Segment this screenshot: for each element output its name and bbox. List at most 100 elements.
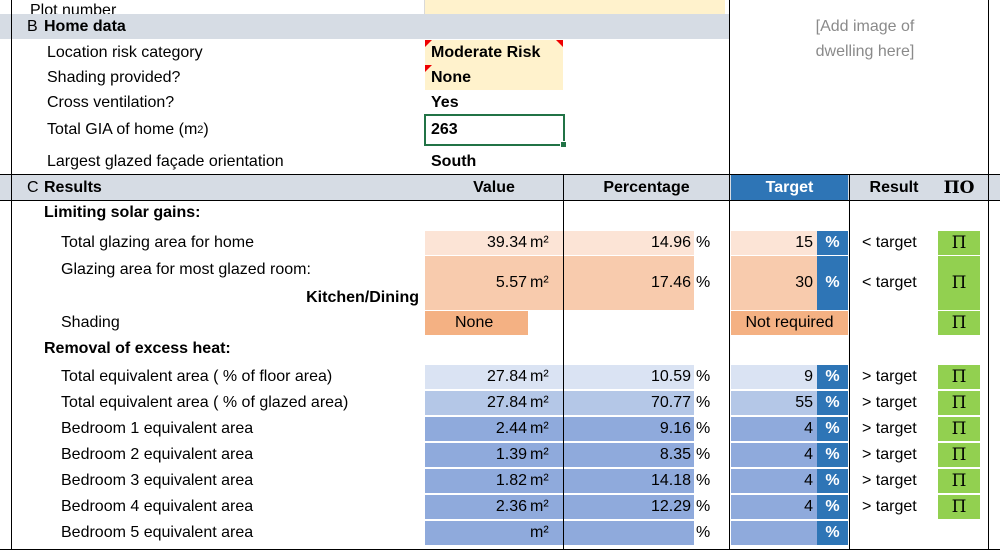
heat-row-target-cell[interactable]: 4 [731, 469, 817, 493]
col-header-result: Result [869, 178, 919, 196]
heat-row-label: Bedroom 3 equivalent area [61, 472, 254, 489]
results-title: Results [44, 178, 102, 196]
heat-row: Bedroom 2 equivalent area 1.39 m² 8.35% 4% > … [0, 443, 1000, 467]
location-risk-label: Location risk category [47, 43, 203, 61]
heat-row-symbol: Π [938, 495, 980, 519]
shading-provided-dropdown[interactable]: None [425, 65, 563, 90]
heat-row-pct-cell[interactable]: 70.77 [564, 391, 694, 415]
heat-row-result: > target [862, 472, 917, 489]
heat-row-pct-cell[interactable]: 9.16 [564, 417, 694, 441]
excess-heat-title: Removal of excess heat: [44, 340, 231, 357]
heat-row-target-unit: % [817, 365, 848, 389]
total-glazing-pct-cell[interactable]: 14.96 [564, 231, 694, 255]
heat-row-target: 4 [804, 446, 813, 463]
fill-handle[interactable] [560, 141, 567, 148]
dwelling-image-placeholder[interactable]: [Add image of dwelling here] [730, 14, 1000, 174]
gia-input-selected[interactable]: 263 [424, 114, 567, 148]
room-glazing-pct-cell[interactable]: 17.46 [564, 256, 694, 310]
heat-row-target-cell[interactable]: 55 [731, 391, 817, 415]
total-glazing-value-cell[interactable]: 39.34 [425, 231, 530, 255]
total-glazing-unit: m² [530, 231, 563, 255]
location-risk-dropdown[interactable]: Moderate Risk [425, 40, 563, 65]
heat-row-pct: 8.35 [659, 446, 691, 463]
heat-row-symbol: Π [938, 417, 980, 441]
shading-result-target[interactable]: Not required [731, 311, 848, 335]
room-glazing-target-cell[interactable]: 30 [731, 256, 817, 310]
total-glazing-target: 15 [795, 234, 813, 251]
gia-label-sup: 2 [197, 124, 204, 136]
total-glazing-result: < target [862, 234, 917, 251]
divider-plot-input-left [424, 0, 425, 14]
cross-ventilation-label: Cross ventilation? [47, 93, 175, 111]
heat-row-unit: m² [530, 417, 563, 441]
heat-row-result: > target [862, 394, 917, 411]
heat-row-value-cell[interactable]: 2.36 [425, 495, 530, 519]
heat-row-value-cell[interactable]: 27.84 [425, 365, 530, 389]
heat-row-label: Bedroom 2 equivalent area [61, 446, 254, 463]
shading-result-symbol: Π [938, 311, 980, 335]
col-header-percentage: Percentage [603, 178, 690, 196]
home-row-gia: Total GIA of home (m 2) 263 [0, 114, 1000, 148]
heat-row-unit: m² [530, 391, 563, 415]
divider-left [11, 0, 12, 550]
heat-row-target-cell[interactable]: 4 [731, 495, 817, 519]
heat-row-target: 4 [804, 472, 813, 489]
shading-result-value-cell[interactable]: None [425, 311, 528, 335]
heat-row-label: Bedroom 1 equivalent area [61, 420, 254, 437]
heat-row-value-cell[interactable]: 1.82 [425, 469, 530, 493]
plot-number-input[interactable] [425, 0, 725, 14]
heat-row-result: > target [862, 368, 917, 385]
orientation-label: Largest glazed façade orientation [47, 153, 284, 170]
total-glazing-symbol: Π [938, 231, 980, 255]
divider-value-right [563, 175, 564, 550]
col-header-symbol: ΠΟ [943, 177, 975, 198]
heat-row-target: 9 [804, 368, 813, 385]
row-total-glazing: Total glazing area for home 39.34 m² 14.… [0, 231, 1000, 255]
heat-row-value-cell[interactable]: 2.44 [425, 417, 530, 441]
heat-row-value-cell[interactable] [425, 521, 530, 545]
heat-row-pct-cell[interactable]: 8.35 [564, 443, 694, 467]
heat-row: Total equivalent area ( % of glazed area… [0, 391, 1000, 415]
home-data-letter: B [27, 17, 38, 35]
heat-row-pct-unit: % [696, 368, 711, 385]
heat-row-target-cell[interactable]: 9 [731, 365, 817, 389]
heat-row-pct-cell[interactable]: 14.18 [564, 469, 694, 493]
sub-header-solar: Limiting solar gains: [0, 201, 1000, 225]
heat-row-pct-unit: % [696, 498, 711, 515]
total-glazing-value: 39.34 [486, 234, 527, 251]
shading-result-label: Shading [61, 314, 120, 331]
heat-row-target-cell[interactable]: 4 [731, 417, 817, 441]
cross-ventilation-value[interactable]: Yes [431, 93, 459, 111]
room-glazing-pct-unit: % [696, 274, 711, 291]
heat-row-pct-cell[interactable]: 10.59 [564, 365, 694, 389]
room-glazing-result: < target [862, 274, 917, 291]
heat-row-result: > target [862, 446, 917, 463]
home-data-title: Home data [44, 17, 126, 35]
heat-row-target: 55 [795, 394, 813, 411]
heat-row-value-cell[interactable]: 27.84 [425, 391, 530, 415]
heat-row-value: 2.36 [495, 498, 527, 515]
results-letter: C [27, 178, 39, 196]
heat-row-unit: m² [530, 521, 563, 545]
heat-row-pct-cell[interactable]: 12.29 [564, 495, 694, 519]
heat-row-target-unit: % [817, 443, 848, 467]
heat-row-symbol: Π [938, 391, 980, 415]
heat-row-symbol: Π [938, 443, 980, 467]
heat-row-label: Total equivalent area ( % of glazed area… [61, 394, 349, 411]
heat-row-target-unit: % [817, 391, 848, 415]
divider-sheet-bottom [0, 549, 1000, 550]
total-glazing-label: Total glazing area for home [61, 234, 254, 251]
heat-row-pct-cell[interactable] [564, 521, 694, 545]
heat-row-unit: m² [530, 443, 563, 467]
heat-row-target-cell[interactable]: 4 [731, 443, 817, 467]
row-room-glazing: Glazing area for most glazed room: Kitch… [0, 256, 1000, 310]
heat-row-value-cell[interactable]: 1.39 [425, 443, 530, 467]
room-glazing-pct: 17.46 [650, 274, 691, 291]
total-glazing-target-cell[interactable]: 15 [731, 231, 817, 255]
home-row-cross-ventilation: Cross ventilation? Yes [0, 90, 1000, 115]
orientation-value[interactable]: South [431, 153, 477, 170]
room-glazing-value-cell[interactable]: 5.57 [425, 256, 530, 310]
heat-row-pct-unit: % [696, 420, 711, 437]
heat-row-target-cell[interactable] [731, 521, 817, 545]
plot-number-label[interactable]: Plot number [30, 0, 330, 14]
